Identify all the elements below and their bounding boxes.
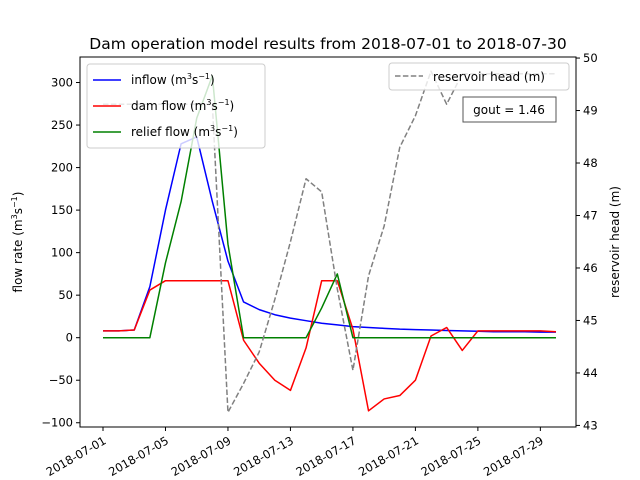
gout-annotation-text: gout = 1.46 xyxy=(473,103,545,117)
series-line-inflow-m xyxy=(103,136,556,333)
left-tick-label: −50 xyxy=(49,373,73,387)
right-tick-label: 43 xyxy=(583,418,598,432)
x-tick-label: 2018-07-05 xyxy=(106,433,171,479)
chart-title: Dam operation model results from 2018-07… xyxy=(89,35,566,53)
x-tick-label: 2018-07-01 xyxy=(44,433,109,479)
left-legend: inflow (m3s−1) dam flow (m3s−1) relief f… xyxy=(86,63,266,149)
right-axis-label: reservoir head (m) xyxy=(608,186,622,298)
right-tick-label: 48 xyxy=(583,156,598,170)
gout-annotation: gout = 1.46 xyxy=(462,96,557,123)
left-tick-label: 200 xyxy=(51,161,73,175)
x-tick-label: 2018-07-17 xyxy=(294,433,359,479)
legend-label-inflow: inflow (m3s−1) xyxy=(131,72,215,87)
legend-label-reservoir-head: reservoir head (m) xyxy=(433,70,545,84)
left-axis-ticks: −100 −50 0 50 100 150 200 250 300 xyxy=(41,76,80,430)
left-tick-label: 300 xyxy=(51,76,73,90)
left-tick-label: 50 xyxy=(58,288,73,302)
right-tick-label: 49 xyxy=(583,104,598,118)
left-tick-label: −100 xyxy=(41,416,73,430)
gout-annotation-box xyxy=(462,96,557,123)
right-tick-label: 44 xyxy=(583,366,598,380)
left-legend-box xyxy=(86,63,266,149)
legend-label-relief-flow: relief flow (m3s−1) xyxy=(131,124,238,139)
right-axis-ticks: 43 44 45 46 47 48 49 50 xyxy=(576,51,598,432)
right-legend-box xyxy=(388,62,570,91)
right-tick-label: 47 xyxy=(583,208,598,222)
legend-label-dam-flow: dam flow (m3s−1) xyxy=(131,98,234,113)
right-tick-label: 46 xyxy=(583,261,598,275)
left-tick-label: 0 xyxy=(66,331,73,345)
x-axis-ticks: 2018-07-012018-07-052018-07-092018-07-13… xyxy=(44,427,546,479)
left-tick-label: 100 xyxy=(51,246,73,260)
x-tick-label: 2018-07-09 xyxy=(169,433,234,479)
x-tick-label: 2018-07-25 xyxy=(419,433,484,479)
left-tick-label: 250 xyxy=(51,118,73,132)
right-legend: reservoir head (m) xyxy=(388,62,570,91)
series-line-relief-flow-m xyxy=(103,74,556,339)
left-tick-label: 150 xyxy=(51,203,73,217)
right-tick-label: 45 xyxy=(583,313,598,327)
x-tick-label: 2018-07-13 xyxy=(231,433,296,479)
series-line-dam-flow-m xyxy=(103,279,557,412)
left-axis-label: flow rate (m3s−1) xyxy=(10,192,25,293)
plot-frame xyxy=(79,56,577,428)
x-tick-label: 2018-07-29 xyxy=(481,433,546,479)
x-tick-label: 2018-07-21 xyxy=(356,433,421,479)
right-tick-label: 50 xyxy=(583,51,598,65)
